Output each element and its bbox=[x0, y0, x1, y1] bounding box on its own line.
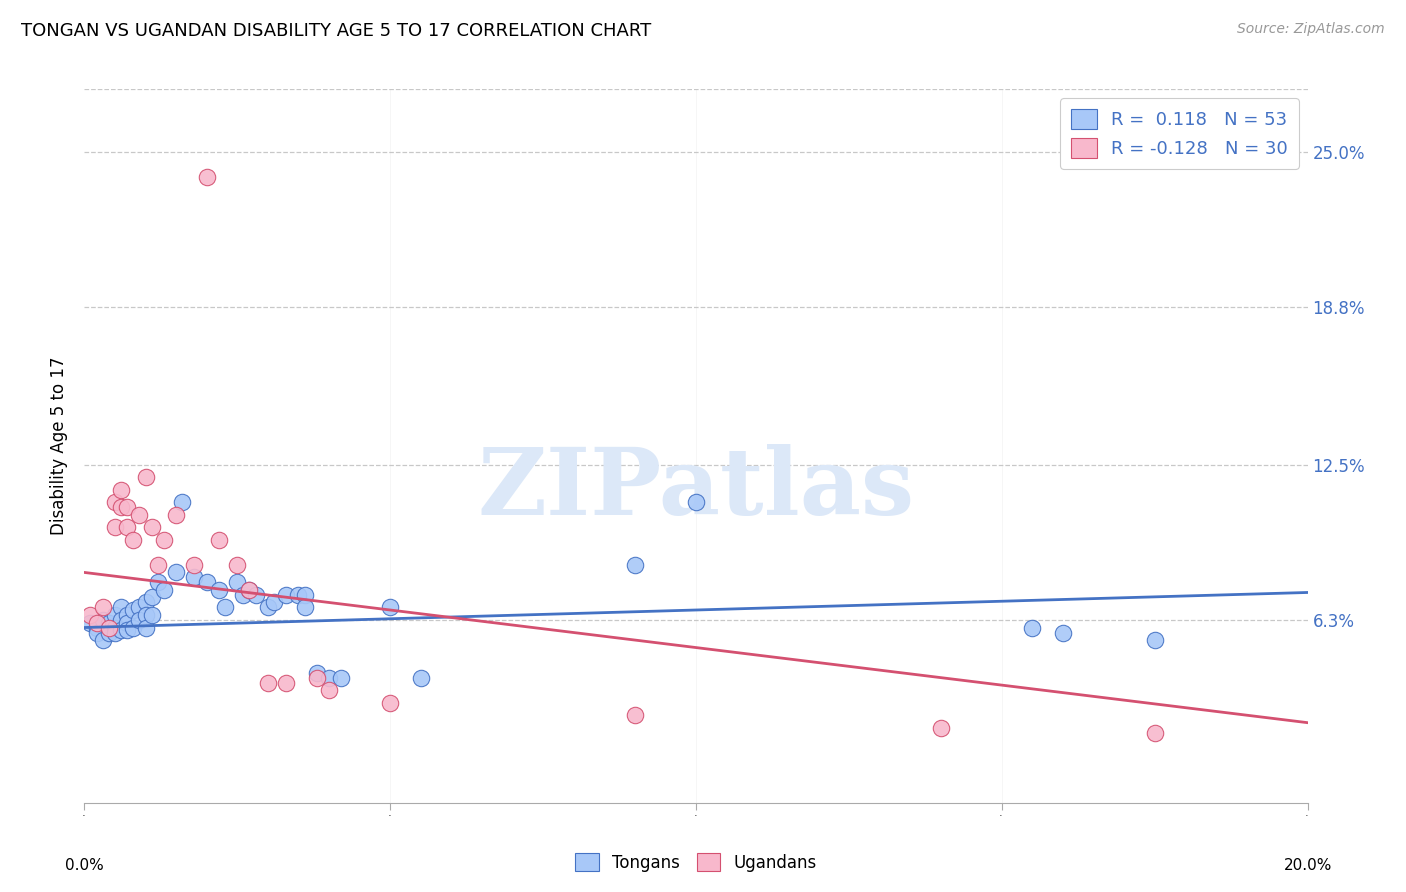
Point bbox=[104, 625, 127, 640]
Point bbox=[104, 495, 127, 509]
Point bbox=[287, 588, 309, 602]
Point bbox=[183, 570, 205, 584]
Point bbox=[122, 621, 145, 635]
Point bbox=[208, 533, 231, 547]
Point bbox=[115, 607, 138, 622]
Point bbox=[685, 495, 707, 509]
Point bbox=[305, 671, 328, 685]
Point bbox=[91, 600, 114, 615]
Point bbox=[276, 588, 298, 602]
Point bbox=[110, 613, 132, 627]
Point bbox=[380, 600, 402, 615]
Point bbox=[208, 582, 231, 597]
Point bbox=[115, 500, 138, 515]
Point bbox=[172, 495, 194, 509]
Text: 20.0%: 20.0% bbox=[1284, 858, 1331, 873]
Point bbox=[238, 582, 260, 597]
Point bbox=[257, 675, 280, 690]
Point bbox=[305, 665, 328, 680]
Point bbox=[330, 671, 353, 685]
Point bbox=[195, 169, 218, 184]
Point bbox=[122, 533, 145, 547]
Point bbox=[318, 683, 340, 698]
Point bbox=[1052, 625, 1074, 640]
Point bbox=[183, 558, 205, 572]
Point bbox=[226, 558, 249, 572]
Point bbox=[146, 575, 169, 590]
Point bbox=[141, 607, 163, 622]
Point bbox=[86, 615, 108, 630]
Point bbox=[97, 621, 120, 635]
Point bbox=[153, 582, 176, 597]
Point bbox=[195, 575, 218, 590]
Point bbox=[409, 671, 432, 685]
Point bbox=[232, 588, 254, 602]
Point bbox=[97, 615, 120, 630]
Legend: Tongans, Ugandans: Tongans, Ugandans bbox=[567, 845, 825, 880]
Point bbox=[135, 607, 157, 622]
Point bbox=[146, 558, 169, 572]
Point bbox=[1143, 725, 1166, 739]
Text: Source: ZipAtlas.com: Source: ZipAtlas.com bbox=[1237, 22, 1385, 37]
Point bbox=[929, 721, 952, 735]
Point bbox=[153, 533, 176, 547]
Point bbox=[257, 600, 280, 615]
Point bbox=[128, 508, 150, 522]
Point bbox=[245, 588, 267, 602]
Point bbox=[104, 621, 127, 635]
Point bbox=[263, 595, 285, 609]
Point bbox=[141, 591, 163, 605]
Point bbox=[238, 582, 260, 597]
Point bbox=[318, 671, 340, 685]
Point bbox=[86, 621, 108, 635]
Point bbox=[214, 600, 236, 615]
Point bbox=[165, 508, 187, 522]
Point bbox=[79, 607, 101, 622]
Point bbox=[110, 500, 132, 515]
Point bbox=[624, 708, 647, 723]
Point bbox=[624, 558, 647, 572]
Point bbox=[115, 615, 138, 630]
Point bbox=[122, 603, 145, 617]
Point bbox=[294, 600, 316, 615]
Point bbox=[110, 600, 132, 615]
Point bbox=[135, 470, 157, 484]
Point bbox=[1021, 621, 1043, 635]
Point bbox=[104, 520, 127, 534]
Point bbox=[380, 696, 402, 710]
Point bbox=[128, 600, 150, 615]
Text: ZIPatlas: ZIPatlas bbox=[478, 444, 914, 533]
Y-axis label: Disability Age 5 to 17: Disability Age 5 to 17 bbox=[51, 357, 69, 535]
Point bbox=[110, 623, 132, 637]
Text: 0.0%: 0.0% bbox=[65, 858, 104, 873]
Point bbox=[1143, 633, 1166, 648]
Point bbox=[115, 520, 138, 534]
Point bbox=[226, 575, 249, 590]
Point bbox=[141, 520, 163, 534]
Text: TONGAN VS UGANDAN DISABILITY AGE 5 TO 17 CORRELATION CHART: TONGAN VS UGANDAN DISABILITY AGE 5 TO 17… bbox=[21, 22, 651, 40]
Point bbox=[115, 623, 138, 637]
Point bbox=[97, 625, 120, 640]
Point bbox=[91, 613, 114, 627]
Point bbox=[79, 615, 101, 630]
Point bbox=[294, 588, 316, 602]
Point bbox=[110, 483, 132, 497]
Point bbox=[165, 566, 187, 580]
Point bbox=[135, 621, 157, 635]
Point bbox=[86, 625, 108, 640]
Point bbox=[276, 675, 298, 690]
Point bbox=[135, 595, 157, 609]
Point bbox=[128, 613, 150, 627]
Point bbox=[91, 633, 114, 648]
Point bbox=[104, 607, 127, 622]
